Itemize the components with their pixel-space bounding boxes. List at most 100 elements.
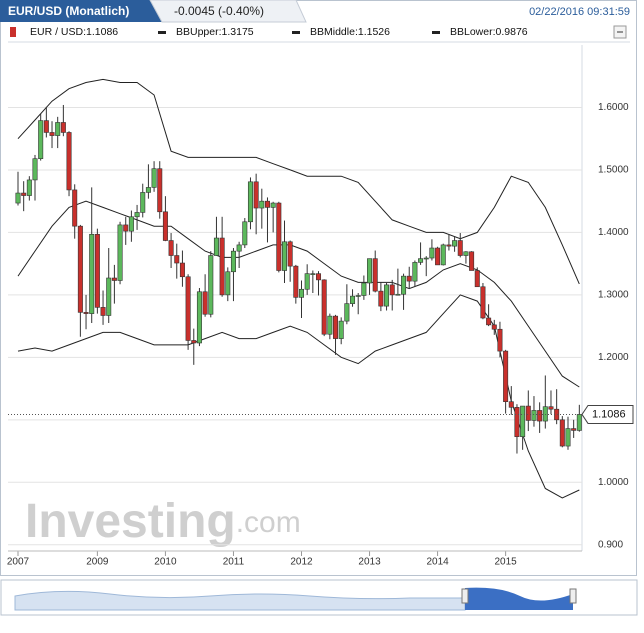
watermark: Investing.com bbox=[25, 495, 301, 548]
candle-body bbox=[384, 284, 390, 307]
x-tick-label: 2013 bbox=[358, 557, 381, 568]
candle-body bbox=[208, 255, 214, 315]
candle-body bbox=[418, 258, 424, 263]
candle-body bbox=[55, 122, 61, 136]
candle-body bbox=[162, 211, 168, 241]
x-tick-label: 2009 bbox=[86, 557, 109, 568]
candle-body bbox=[134, 212, 140, 218]
candle-body bbox=[32, 158, 38, 181]
x-tick-label: 2011 bbox=[223, 557, 245, 568]
y-tick-label: 1.4000 bbox=[598, 227, 629, 238]
candle-body bbox=[151, 168, 157, 188]
candle-body bbox=[503, 350, 509, 402]
candle-body bbox=[361, 282, 367, 296]
candle-body bbox=[542, 406, 548, 422]
candle-body bbox=[213, 237, 219, 256]
candle-body bbox=[72, 189, 78, 227]
candle-body bbox=[21, 192, 27, 196]
candle-body bbox=[452, 240, 458, 247]
watermark-brand: Investing bbox=[25, 495, 236, 548]
candle-body bbox=[140, 192, 146, 213]
x-tick-label: 2014 bbox=[426, 557, 449, 568]
legend-icon bbox=[158, 31, 166, 34]
candle-body bbox=[287, 241, 293, 267]
navigator-selection[interactable] bbox=[465, 587, 573, 610]
candle-body bbox=[355, 295, 361, 297]
y-tick-label: 1.2000 bbox=[598, 352, 629, 363]
change-tab bbox=[149, 0, 307, 23]
candle-body bbox=[123, 224, 129, 232]
candle-body bbox=[508, 401, 514, 408]
candle-body bbox=[157, 168, 163, 213]
candle-body bbox=[565, 428, 571, 447]
candle-body bbox=[94, 233, 100, 308]
candle-body bbox=[236, 244, 242, 252]
legend-entry: BBMiddle:1.1526 bbox=[310, 26, 390, 38]
candle-body bbox=[38, 120, 44, 159]
candle-body bbox=[372, 258, 378, 292]
x-tick-label: 2010 bbox=[154, 557, 177, 568]
candle-body bbox=[242, 221, 248, 246]
candle-body bbox=[66, 132, 72, 191]
last-price-label: 1.1086 bbox=[592, 408, 626, 420]
candle-body bbox=[497, 328, 503, 352]
candle-body bbox=[367, 258, 373, 284]
candle-body bbox=[531, 410, 537, 421]
bollinger-band bbox=[17, 78, 580, 285]
candle-body bbox=[310, 273, 316, 275]
x-tick-label: 2015 bbox=[494, 557, 517, 568]
candle-body bbox=[537, 410, 543, 422]
candle-body bbox=[281, 241, 287, 271]
candle-body bbox=[463, 251, 469, 256]
x-tick-label: 2007 bbox=[7, 557, 30, 568]
candle-body bbox=[474, 270, 480, 288]
candle-body bbox=[49, 132, 55, 136]
legend-entry: BBUpper:1.3175 bbox=[176, 26, 254, 38]
candle-body bbox=[298, 288, 304, 298]
navigator-area bbox=[14, 590, 466, 611]
candle-body bbox=[440, 244, 446, 266]
candle-body bbox=[412, 262, 418, 282]
candle-body bbox=[26, 179, 32, 196]
candle-body bbox=[168, 240, 174, 256]
candle-body bbox=[225, 271, 231, 296]
plot-area: 0.9001.00001.10001.20001.30001.40001.500… bbox=[7, 78, 634, 568]
candle-body bbox=[514, 407, 520, 437]
candle-body bbox=[145, 187, 151, 193]
candle-body bbox=[321, 279, 327, 335]
bollinger-band bbox=[17, 294, 580, 499]
candle-body bbox=[106, 277, 112, 316]
candle-body bbox=[230, 250, 236, 273]
candle-body bbox=[276, 202, 282, 271]
bollinger-band bbox=[17, 200, 580, 388]
candle-body bbox=[491, 324, 497, 330]
y-tick-label: 1.5000 bbox=[598, 165, 629, 176]
candle-body bbox=[435, 247, 441, 266]
candle-body bbox=[525, 405, 531, 421]
candle-body bbox=[89, 233, 95, 314]
candle-body bbox=[457, 240, 463, 256]
candle-body bbox=[117, 224, 123, 281]
candle-body bbox=[100, 307, 106, 316]
candle-body bbox=[316, 273, 322, 281]
candle-body bbox=[15, 192, 21, 204]
y-tick-label: 0.900 bbox=[598, 539, 623, 550]
legend-entry: EUR / USD:1.1086 bbox=[30, 26, 118, 38]
candle-body bbox=[406, 275, 412, 282]
timestamp: 02/22/2016 09:31:59 bbox=[529, 6, 630, 18]
candle-body bbox=[174, 255, 180, 264]
candle-body bbox=[43, 120, 49, 133]
legend-icon bbox=[432, 31, 440, 34]
watermark-suffix: .com bbox=[236, 506, 301, 539]
y-tick-label: 1.3000 bbox=[598, 290, 629, 301]
candle-body bbox=[83, 312, 89, 314]
candle-body bbox=[191, 340, 197, 344]
navigator-handle[interactable] bbox=[461, 588, 469, 604]
candle-body bbox=[327, 315, 333, 335]
candle-body bbox=[264, 200, 270, 208]
candle-body bbox=[486, 317, 492, 326]
candle-body bbox=[77, 225, 83, 313]
candle-body bbox=[202, 291, 208, 315]
navigator-handle[interactable] bbox=[569, 588, 577, 604]
